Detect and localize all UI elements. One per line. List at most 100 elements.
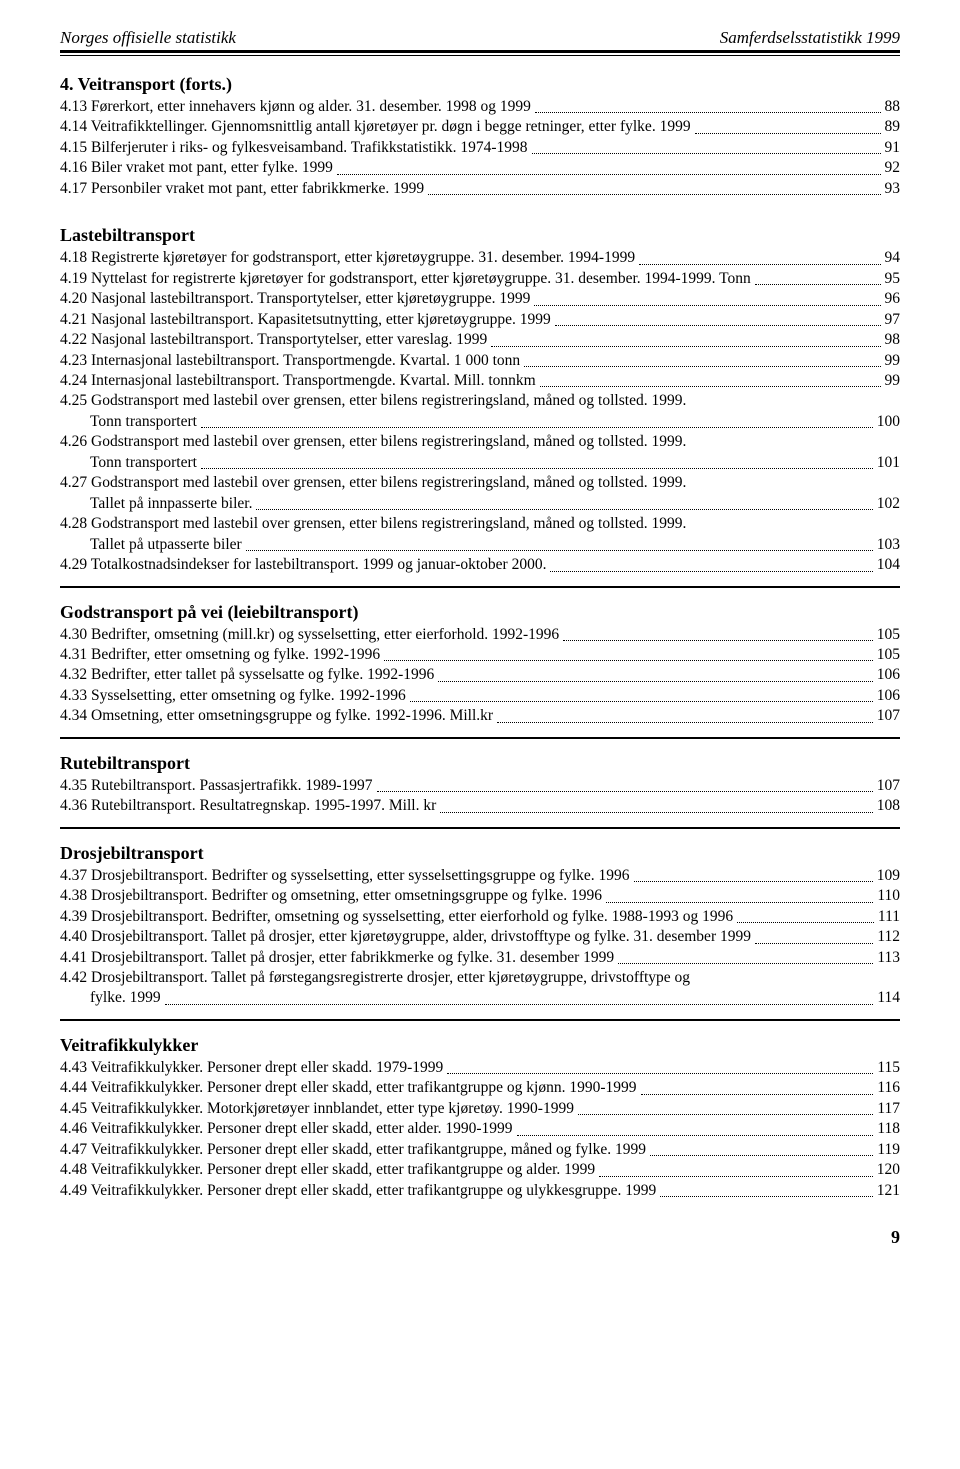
toc-dots	[660, 1196, 872, 1197]
toc-entry-page: 120	[877, 1160, 900, 1180]
section-rule	[60, 586, 900, 588]
toc-entry: 4.21 Nasjonal lastebiltransport. Kapasit…	[60, 310, 900, 330]
toc-entry-page: 107	[877, 776, 900, 796]
toc-entry: 4.40 Drosjebiltransport. Tallet på drosj…	[60, 927, 900, 947]
toc-entry-text: 4.45 Veitrafikkulykker. Motorkjøretøyer …	[60, 1099, 574, 1119]
toc-entry: 4.44 Veitrafikkulykker. Personer drept e…	[60, 1078, 900, 1098]
toc-dots	[440, 812, 872, 813]
toc-entry: 4.18 Registrerte kjøretøyer for godstran…	[60, 248, 900, 268]
toc-entry-page: 95	[885, 269, 901, 289]
section-rule	[60, 1019, 900, 1021]
section-title: Drosjebiltransport	[60, 843, 900, 864]
toc-entry: 4.31 Bedrifter, etter omsetning og fylke…	[60, 645, 900, 665]
toc-entry: 4.35 Rutebiltransport. Passasjertrafikk.…	[60, 776, 900, 796]
header-left: Norges offisielle statistikk	[60, 28, 236, 48]
toc-entry-first-line: 4.28 Godstransport med lastebil over gre…	[60, 514, 900, 534]
toc-entry-first-line: 4.26 Godstransport med lastebil over gre…	[60, 432, 900, 452]
toc-entry-text: 4.37 Drosjebiltransport. Bedrifter og sy…	[60, 866, 630, 886]
toc-entry-page: 99	[885, 351, 901, 371]
toc-dots	[524, 366, 880, 367]
header-rule-thick	[60, 50, 900, 53]
toc-entry: 4.33 Sysselsetting, etter omsetning og f…	[60, 686, 900, 706]
toc-entry-text: 4.24 Internasjonal lastebiltransport. Tr…	[60, 371, 536, 391]
toc-entry-text: 4.19 Nyttelast for registrerte kjøretøye…	[60, 269, 751, 289]
toc-dots	[447, 1073, 873, 1074]
toc-entry-text: 4.44 Veitrafikkulykker. Personer drept e…	[60, 1078, 637, 1098]
toc-entry-first-line: 4.42 Drosjebiltransport. Tallet på først…	[60, 968, 900, 988]
toc-dots	[540, 386, 881, 387]
toc-entry-text: 4.38 Drosjebiltransport. Bedrifter og om…	[60, 886, 602, 906]
toc-dots	[246, 550, 873, 551]
toc-dots	[639, 264, 880, 265]
toc-entry: 4.13 Førerkort, etter innehavers kjønn o…	[60, 97, 900, 117]
toc-entry-page: 105	[877, 645, 900, 665]
toc-dots	[201, 427, 873, 428]
toc-entry-text: 4.41 Drosjebiltransport. Tallet på drosj…	[60, 948, 614, 968]
toc-entry-text: 4.48 Veitrafikkulykker. Personer drept e…	[60, 1160, 595, 1180]
toc-entry-page: 104	[877, 555, 900, 575]
toc-entry-page: 97	[885, 310, 901, 330]
toc-entry-page: 88	[885, 97, 901, 117]
toc-entry-page: 111	[878, 907, 900, 927]
toc-dots	[755, 284, 881, 285]
toc-dots	[634, 881, 873, 882]
toc-entry-text: 4.17 Personbiler vraket mot pant, etter …	[60, 179, 424, 199]
toc-entry-page: 115	[877, 1058, 900, 1078]
toc-dots	[165, 1004, 874, 1005]
toc-entry-page: 94	[885, 248, 901, 268]
toc-entry-text: 4.40 Drosjebiltransport. Tallet på drosj…	[60, 927, 751, 947]
section-title: Godstransport på vei (leiebiltransport)	[60, 602, 900, 623]
toc-entry: 4.20 Nasjonal lastebiltransport. Transpo…	[60, 289, 900, 309]
section-title: Rutebiltransport	[60, 753, 900, 774]
toc-entry-text: 4.23 Internasjonal lastebiltransport. Tr…	[60, 351, 520, 371]
toc-dots	[555, 325, 881, 326]
toc-entry: 4.16 Biler vraket mot pant, etter fylke.…	[60, 158, 900, 178]
toc-entry-page: 117	[877, 1099, 900, 1119]
toc-entry: 4.17 Personbiler vraket mot pant, etter …	[60, 179, 900, 199]
toc-entry-text: 4.46 Veitrafikkulykker. Personer drept e…	[60, 1119, 513, 1139]
toc-dots	[201, 468, 873, 469]
toc-entry-text: 4.35 Rutebiltransport. Passasjertrafikk.…	[60, 776, 373, 796]
toc-dots	[641, 1094, 874, 1095]
toc-entry: 4.15 Bilferjeruter i riks- og fylkesveis…	[60, 138, 900, 158]
toc-entry-page: 101	[877, 453, 900, 473]
toc-entry: Tonn transportert100	[60, 412, 900, 432]
toc-entry: 4.36 Rutebiltransport. Resultatregnskap.…	[60, 796, 900, 816]
toc-dots	[534, 305, 880, 306]
toc-entry-text: 4.34 Omsetning, etter omsetningsgruppe o…	[60, 706, 493, 726]
toc-dots	[491, 346, 880, 347]
toc-entry: 4.37 Drosjebiltransport. Bedrifter og sy…	[60, 866, 900, 886]
toc-entry-page: 98	[885, 330, 901, 350]
toc-entry-text: Tonn transportert	[90, 412, 197, 432]
toc-entry: 4.19 Nyttelast for registrerte kjøretøye…	[60, 269, 900, 289]
toc-dots	[517, 1135, 874, 1136]
toc-entry-page: 105	[877, 625, 900, 645]
toc-entry-page: 119	[877, 1140, 900, 1160]
toc-entry-text: 4.14 Veitrafikktellinger. Gjennomsnittli…	[60, 117, 691, 137]
toc-entry-page: 106	[877, 686, 900, 706]
toc-entry-first-line: 4.25 Godstransport med lastebil over gre…	[60, 391, 900, 411]
toc-entry: 4.39 Drosjebiltransport. Bedrifter, omse…	[60, 907, 900, 927]
toc-dots	[428, 194, 880, 195]
toc-entry: 4.48 Veitrafikkulykker. Personer drept e…	[60, 1160, 900, 1180]
toc-entry: Tallet på innpasserte biler.102	[60, 494, 900, 514]
toc-dots	[550, 571, 872, 572]
toc-dots	[695, 133, 881, 134]
toc-entry: 4.32 Bedrifter, etter tallet på sysselsa…	[60, 665, 900, 685]
toc-entry-page: 118	[877, 1119, 900, 1139]
toc-entry: 4.38 Drosjebiltransport. Bedrifter og om…	[60, 886, 900, 906]
toc-entry-page: 107	[877, 706, 900, 726]
toc-entry-text: 4.49 Veitrafikkulykker. Personer drept e…	[60, 1181, 656, 1201]
toc-entry-page: 109	[877, 866, 900, 886]
toc-entry: 4.43 Veitrafikkulykker. Personer drept e…	[60, 1058, 900, 1078]
toc-entry-page: 96	[885, 289, 901, 309]
toc-entry-page: 99	[885, 371, 901, 391]
toc-entry-text: 4.18 Registrerte kjøretøyer for godstran…	[60, 248, 635, 268]
toc-entry-text: 4.29 Totalkostnadsindekser for lastebilt…	[60, 555, 546, 575]
toc-dots	[377, 791, 873, 792]
toc-dots	[438, 681, 872, 682]
toc-entry-text: 4.31 Bedrifter, etter omsetning og fylke…	[60, 645, 380, 665]
section-title: 4. Veitransport (forts.)	[60, 74, 900, 95]
header-rule-thin	[60, 55, 900, 56]
toc-dots	[606, 902, 873, 903]
